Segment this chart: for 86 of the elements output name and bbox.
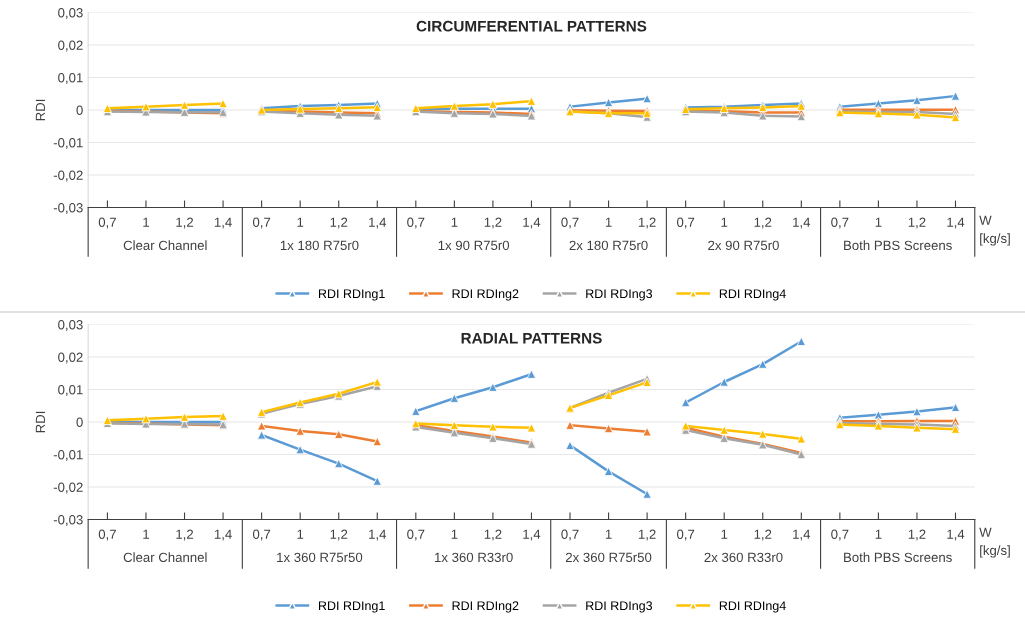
x-tick-label: 1,4 — [369, 217, 387, 229]
x-tick-label: 1 — [297, 217, 304, 227]
x-tick-label: 1,4 — [793, 217, 811, 229]
x-tick-label: 1,2 — [908, 217, 926, 229]
x-axis-title: W [kg/s] — [979, 527, 1010, 558]
x-tick-label: 1 — [451, 217, 458, 227]
x-tick-label: 1 — [297, 529, 304, 539]
x-tick-label: 1 — [875, 529, 882, 539]
chart-title: RADIAL PATTERNS — [461, 332, 602, 344]
y-axis-title: RDI — [35, 411, 45, 433]
y-tick-label: 0 — [76, 105, 83, 115]
y-tick-label: 0 — [76, 417, 83, 427]
x-tick-label: 1,2 — [484, 529, 502, 541]
x-tick-label: 0,7 — [831, 529, 849, 541]
x-tick-label: 1,4 — [214, 529, 232, 541]
x-tick-label: 1,2 — [330, 217, 348, 229]
x-tick-label: 1 — [143, 217, 149, 227]
y-tick-label: -0,03 — [53, 515, 83, 526]
x-tick-label: 1,2 — [638, 529, 656, 541]
x-tick-label: 1,4 — [523, 529, 541, 541]
y-tick-label: -0,02 — [53, 482, 83, 494]
x-tick-label: 0,7 — [98, 217, 116, 229]
legend-label: RDI RDIng1 — [318, 601, 385, 613]
y-tick-label: -0,01 — [53, 138, 83, 149]
x-tick-label: 0,7 — [831, 217, 849, 229]
y-tick-label: 0,03 — [58, 320, 83, 331]
x-tick-label: 0,7 — [561, 217, 579, 229]
x-tick-label: 1,2 — [638, 217, 656, 229]
x-tick-label: 1,2 — [176, 217, 194, 229]
y-tick-label: 0,01 — [58, 73, 83, 84]
legend-label: RDI RDIng2 — [452, 601, 519, 613]
text: Both PBS Screens — [844, 552, 952, 563]
x-tick-label: 1,2 — [176, 529, 194, 541]
x-tick-label: 1,2 — [908, 529, 926, 541]
x-tick-label: 1 — [721, 217, 728, 227]
x-tick-label: 1,4 — [947, 217, 965, 229]
x-tick-label: 1 — [721, 529, 728, 539]
x-tick-label: 0,7 — [252, 529, 271, 541]
x-tick-label: 1 — [143, 529, 149, 539]
text: 2x 90 R75r0 — [708, 240, 779, 251]
x-tick-label: 1,2 — [754, 529, 772, 541]
y-tick-label: 0,03 — [58, 8, 83, 19]
y-tick-label: -0,03 — [53, 203, 83, 214]
text: 2x 360 R75r50 — [565, 552, 652, 563]
text: 2x 360 R33r0 — [704, 552, 783, 563]
text: Both PBS Screens — [844, 240, 952, 251]
x-tick-label: 1,4 — [793, 529, 811, 541]
x-tick-label: 1 — [451, 529, 458, 539]
y-tick-label: 0,02 — [58, 40, 83, 52]
y-tick-label: -0,01 — [53, 450, 83, 461]
text: 2x 180 R75r0 — [569, 240, 648, 251]
x-tick-label: 0,7 — [407, 217, 425, 229]
text: 1x 360 R75r50 — [277, 552, 363, 563]
x-tick-label: 0,7 — [252, 217, 271, 229]
text: Clear Channel — [123, 552, 207, 563]
legend-label: RDI RDIng4 — [719, 601, 786, 613]
x-tick-label: 0,7 — [677, 529, 695, 541]
legend-label: RDI RDIng4 — [719, 289, 786, 301]
x-tick-label: 0,7 — [407, 529, 425, 541]
y-tick-label: 0,01 — [58, 385, 83, 396]
x-tick-label: 1 — [605, 217, 612, 227]
text: 1x 360 R33r0 — [435, 552, 513, 563]
x-tick-label: 0,7 — [98, 529, 116, 541]
x-tick-label: 1 — [875, 217, 882, 227]
x-tick-label: 1,4 — [369, 529, 387, 541]
legend-label: RDI RDIng3 — [586, 289, 653, 301]
x-tick-label: 1,4 — [947, 529, 965, 541]
x-tick-label: 1,2 — [754, 217, 772, 229]
x-tick-label: 1,4 — [523, 217, 541, 229]
y-tick-label: -0,02 — [53, 170, 83, 182]
x-tick-label: 0,7 — [677, 217, 695, 229]
x-axis-title: W [kg/s] — [979, 215, 1010, 246]
text: Clear Channel — [123, 240, 207, 251]
x-tick-label: 1,4 — [214, 217, 232, 229]
y-axis-title: RDI — [35, 99, 45, 121]
text: 1x 90 R75r0 — [438, 240, 510, 251]
text: 1x 180 R75r0 — [280, 240, 359, 251]
x-tick-label: 0,7 — [561, 529, 579, 541]
chart-title: CIRCUMFERENTIAL PATTERNS — [416, 20, 647, 32]
x-tick-label: 1,2 — [484, 217, 502, 229]
x-tick-label: 1 — [605, 529, 612, 539]
legend-label: RDI RDIng3 — [586, 601, 653, 613]
y-tick-label: 0,02 — [58, 352, 83, 364]
x-tick-label: 1,2 — [330, 529, 348, 541]
legend-label: RDI RDIng2 — [452, 289, 519, 301]
legend-label: RDI RDIng1 — [318, 289, 385, 301]
